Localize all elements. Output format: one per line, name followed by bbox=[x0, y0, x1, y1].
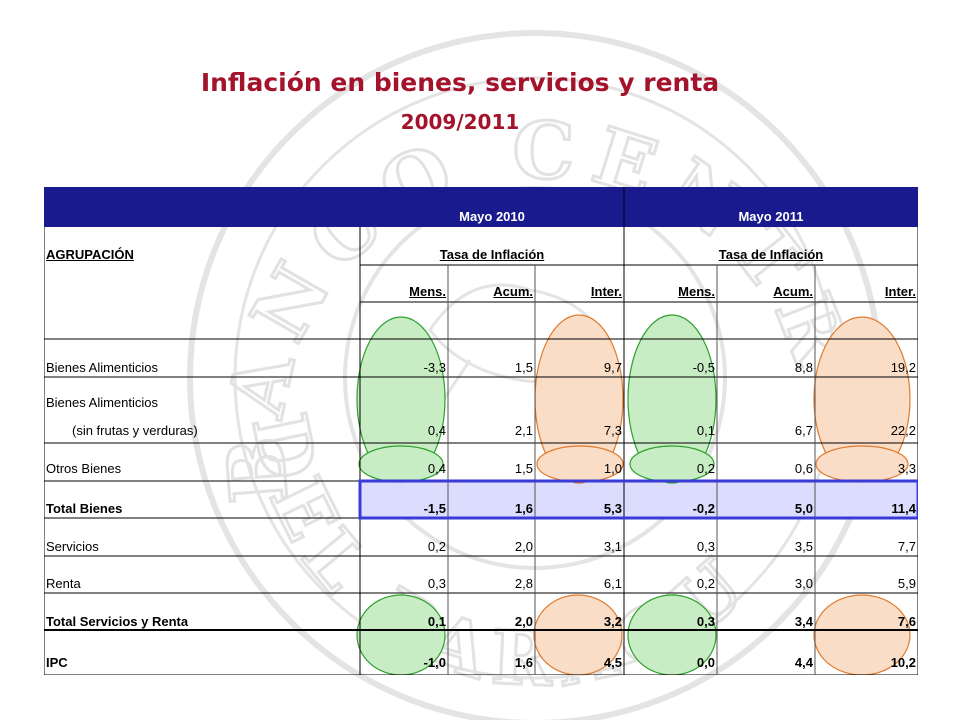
table-cell: 0,3 bbox=[696, 539, 715, 554]
row-label: Total Servicios y Renta bbox=[46, 614, 189, 629]
table-cell: 1,6 bbox=[514, 655, 533, 670]
col-header-acum-2: Acum. bbox=[773, 284, 813, 299]
table-cell: 0,3 bbox=[427, 576, 446, 591]
ellipses-group bbox=[356, 314, 911, 675]
table-cell: 9,7 bbox=[603, 360, 622, 375]
green-ellipse-ipc-2 bbox=[627, 594, 717, 675]
row-label: Otros Bienes bbox=[46, 461, 122, 476]
table-cell: 22,2 bbox=[890, 423, 916, 438]
table-cell: 0,2 bbox=[427, 539, 446, 554]
row-label: Total Bienes bbox=[46, 501, 123, 516]
table-cell: -3,3 bbox=[423, 360, 446, 375]
total-bienes-border bbox=[358, 479, 918, 520]
col-header-mens-2: Mens. bbox=[678, 284, 715, 299]
table-cell: 3,1 bbox=[603, 539, 622, 554]
row-label: IPC bbox=[46, 655, 68, 670]
table-cell: 1,0 bbox=[603, 461, 622, 476]
table-cell: 3,4 bbox=[794, 614, 813, 629]
table-cell: 8,8 bbox=[794, 360, 813, 375]
period-header-2: Mayo 2011 bbox=[738, 209, 804, 224]
table-cell: 6,1 bbox=[603, 576, 622, 591]
page-subtitle: 2009/2011 bbox=[400, 110, 520, 134]
table-cell: 19,2 bbox=[890, 360, 916, 375]
table-cell: 3,0 bbox=[794, 576, 813, 591]
col-header-mens-1: Mens. bbox=[409, 284, 446, 299]
table-cell: 3,2 bbox=[603, 614, 622, 629]
period-header-1: Mayo 2010 bbox=[459, 209, 525, 224]
page-title: Inflación en bienes, servicios y renta bbox=[200, 68, 720, 97]
table-cell: 0,2 bbox=[696, 461, 715, 476]
table-cell: 0,3 bbox=[696, 614, 715, 629]
table-cell: 3,5 bbox=[794, 539, 813, 554]
table-cell: 4,4 bbox=[794, 655, 813, 670]
green-ellipse-ipc-1 bbox=[356, 594, 446, 675]
orange-ellipse-ipc-2 bbox=[813, 594, 911, 675]
header-band bbox=[44, 187, 918, 227]
table-cell: -1,5 bbox=[423, 501, 446, 516]
rate-label-1: Tasa de Inflación bbox=[439, 247, 545, 262]
col-header-inter-1: Inter. bbox=[590, 284, 622, 299]
green-ellipse-mayo2011-mens bbox=[627, 314, 717, 484]
table-cell: 0,1 bbox=[427, 614, 446, 629]
table-cell: 5,3 bbox=[603, 501, 622, 516]
table-cell: -0,5 bbox=[692, 360, 715, 375]
table-cell: 7,6 bbox=[897, 614, 916, 629]
col-header-acum-1: Acum. bbox=[493, 284, 533, 299]
table-cell: 0,0 bbox=[696, 655, 715, 670]
total-bienes-highlight bbox=[360, 481, 918, 518]
row-label-sub: (sin frutas y verduras) bbox=[72, 423, 198, 438]
table-cell: 0,1 bbox=[696, 423, 715, 438]
table-cell: 0,4 bbox=[427, 423, 446, 438]
inflation-table: Mayo 2010 Mayo 2011 AGRUPACIÓN Tasa de I… bbox=[44, 187, 918, 675]
table-grid bbox=[44, 187, 918, 675]
row-label: Servicios bbox=[46, 539, 99, 554]
table-cell: 3,3 bbox=[897, 461, 916, 476]
table-cell: 0,2 bbox=[696, 576, 715, 591]
table-cell: 2,1 bbox=[514, 423, 533, 438]
row-label: Renta bbox=[46, 576, 81, 591]
table-cell: 7,3 bbox=[603, 423, 622, 438]
table-cell: 0,6 bbox=[794, 461, 813, 476]
table-cell: 1,6 bbox=[514, 501, 533, 516]
row-label: Bienes Alimenticios bbox=[46, 395, 158, 410]
row-label: Bienes Alimenticios bbox=[46, 360, 158, 375]
rate-label-2: Tasa de Inflación bbox=[718, 247, 824, 262]
table-cell: -1,0 bbox=[423, 655, 446, 670]
col-header-inter-2: Inter. bbox=[884, 284, 916, 299]
table-cell: 10,2 bbox=[890, 655, 916, 670]
table-cell: 1,5 bbox=[514, 360, 533, 375]
table-cell: 5,9 bbox=[897, 576, 916, 591]
table-cell: -0,2 bbox=[692, 501, 715, 516]
table-cell: 0,4 bbox=[427, 461, 446, 476]
table-cell: 2,0 bbox=[514, 614, 533, 629]
orange-ellipse-ipc-1 bbox=[533, 594, 623, 675]
table-cell: 5,0 bbox=[794, 501, 813, 516]
table-cell: 2,8 bbox=[514, 576, 533, 591]
table-cell: 1,5 bbox=[514, 461, 533, 476]
group-label: AGRUPACIÓN bbox=[46, 247, 134, 262]
table-cell: 6,7 bbox=[794, 423, 813, 438]
table-cell: 11,4 bbox=[891, 501, 916, 516]
table-cell: 7,7 bbox=[897, 539, 916, 554]
table-cell: 4,5 bbox=[603, 655, 622, 670]
table-cell: 2,0 bbox=[514, 539, 533, 554]
